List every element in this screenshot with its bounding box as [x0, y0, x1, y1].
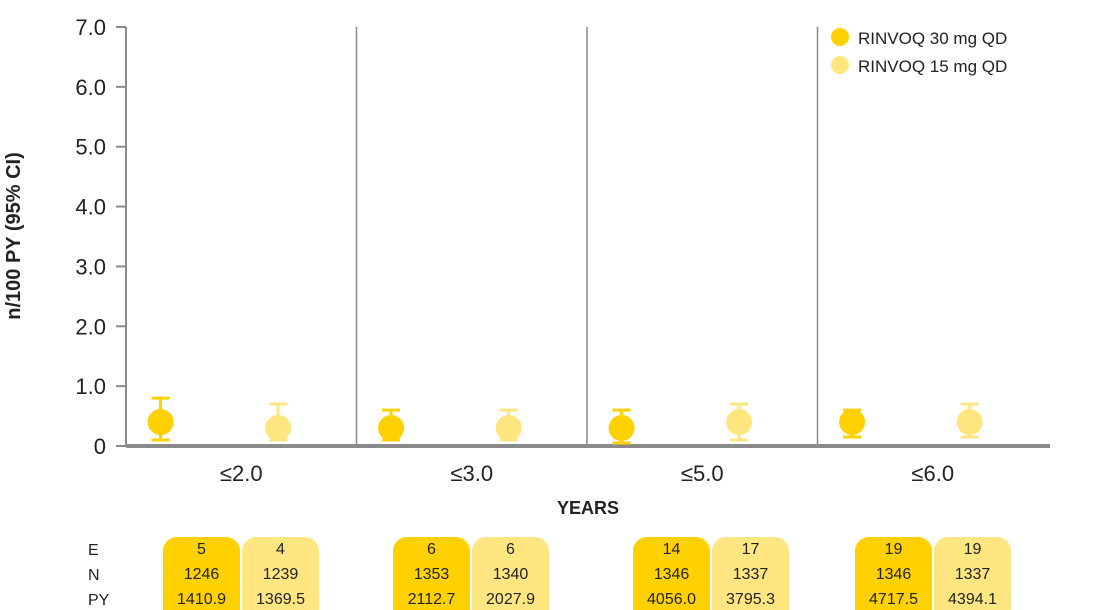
table-cell-dose15: 2027.9: [486, 591, 535, 608]
table-cell-dose30: 1410.9: [177, 591, 226, 608]
table-cell-dose15: 1337: [733, 566, 769, 583]
legend: RINVOQ 30 mg QD RINVOQ 15 mg QD: [831, 28, 1007, 76]
table-cell-bg-dose30: [633, 537, 710, 610]
table-cell-dose30: 4056.0: [647, 591, 696, 608]
y-tick-label: 0: [94, 434, 106, 459]
table-cell-dose15: 4394.1: [948, 591, 997, 608]
counts-table: EN PY 5 1246 1410.9 4 1239 1369.5 6 1353 2112.7 6 13…: [88, 537, 1011, 610]
table-cell-dose15: 6: [506, 541, 515, 558]
table-cell-dose30: 6: [427, 541, 436, 558]
x-axis-title: YEARS: [557, 498, 619, 518]
y-tick-label: 3.0: [75, 254, 106, 279]
table-cell-bg-dose15: [712, 537, 789, 610]
table-cell-bg-dose30: [163, 537, 240, 610]
table-cell-dose15: 3795.3: [726, 591, 775, 608]
y-axis-title: n/100 PY (95% CI): [3, 152, 25, 319]
legend-marker-dose15: [831, 56, 849, 74]
x-category-label: ≤6.0: [911, 461, 954, 486]
y-tick-label: 2.0: [75, 314, 106, 339]
table-cell-dose15: 4: [276, 541, 285, 558]
x-category-label: ≤3.0: [450, 461, 493, 486]
table-cell-dose15: 1239: [263, 566, 299, 583]
table-cell-bg-dose15: [934, 537, 1011, 610]
table-cell-dose30: 14: [663, 541, 681, 558]
legend-label-dose15: RINVOQ 15 mg QD: [858, 57, 1007, 76]
table-row-label: E: [88, 542, 99, 559]
data-point-dose15: [265, 415, 292, 442]
table-cell-dose15: 19: [964, 541, 982, 558]
data-point-dose30: [839, 409, 866, 436]
y-tick-label: 4.0: [75, 195, 106, 220]
data-point-dose15: [495, 415, 522, 442]
data-point-dose30: [378, 415, 405, 442]
table-cell-dose15: 1337: [955, 566, 991, 583]
data-point-dose30: [608, 415, 635, 442]
table-cell-dose30: 5: [197, 541, 206, 558]
table-cell-bg-dose30: [393, 537, 470, 610]
table-cell-dose15: 17: [742, 541, 760, 558]
table-cell-dose30: 1346: [654, 566, 690, 583]
x-category-label: ≤2.0: [220, 461, 263, 486]
y-tick-label: 6.0: [75, 75, 106, 100]
y-tick-label: 5.0: [75, 135, 106, 160]
table-cell-dose30: 2112.7: [408, 591, 456, 608]
table-row-label: PY: [88, 592, 110, 609]
y-tick-label: 1.0: [75, 374, 106, 399]
table-cell-bg-dose15: [242, 537, 319, 610]
table-cell-dose30: 19: [885, 541, 903, 558]
table-cell-bg-dose15: [472, 537, 549, 610]
x-category-label: ≤5.0: [681, 461, 724, 486]
legend-marker-dose30: [831, 28, 849, 46]
data-point-dose15: [726, 409, 753, 436]
table-cell-dose15: 1369.5: [256, 591, 305, 608]
table-cell-dose30: 4717.5: [869, 591, 918, 608]
data-point-dose15: [956, 409, 983, 436]
table-cell-dose30: 1246: [184, 566, 220, 583]
data-point-dose30: [147, 409, 174, 436]
y-tick-label: 7.0: [75, 15, 106, 40]
table-cell-dose30: 1346: [876, 566, 912, 583]
table-cell-dose30: 1353: [414, 566, 450, 583]
table-row-label: N: [88, 567, 100, 584]
table-cell-dose15: 1340: [493, 566, 529, 583]
table-cell-bg-dose30: [855, 537, 932, 610]
legend-label-dose30: RINVOQ 30 mg QD: [858, 29, 1007, 48]
